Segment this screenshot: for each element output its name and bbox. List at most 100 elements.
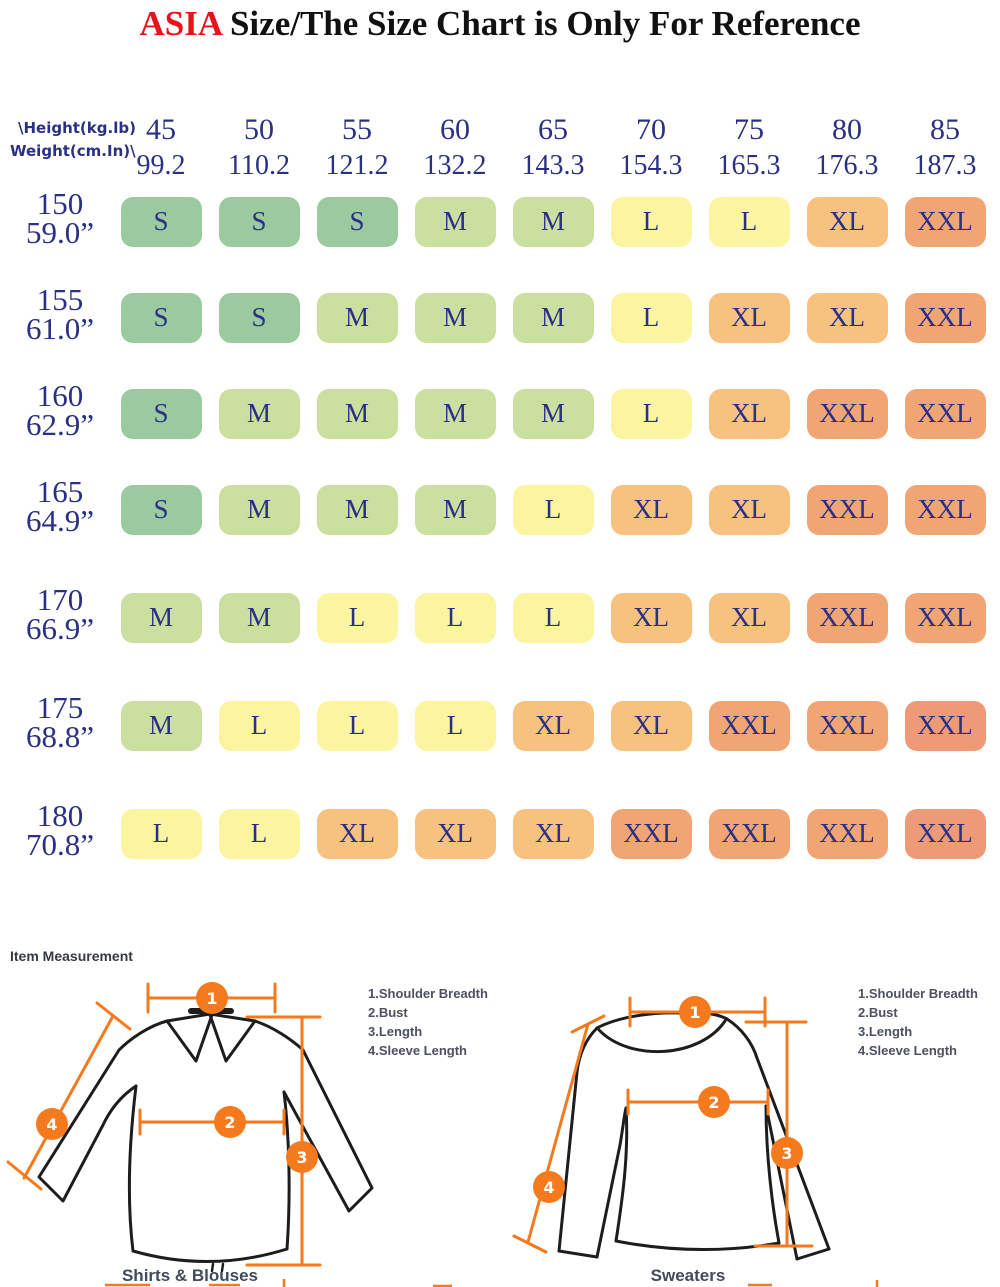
shirt-marker-3: 3 (286, 1141, 318, 1173)
size-cell: XXL (904, 484, 986, 535)
size-cell-wrap: S (210, 292, 308, 343)
row-cm: 155 (36, 282, 84, 317)
size-cell-wrap: XL (798, 196, 896, 247)
size-cell: XXL (610, 808, 692, 859)
size-cell: L (512, 592, 594, 643)
size-cell: XXL (806, 808, 888, 859)
size-cell: S (218, 196, 300, 247)
table-row: 175 68.8” M L L L XL XL XXL XXL XXL (8, 692, 994, 752)
size-cell: M (316, 388, 398, 439)
size-cell-wrap: M (210, 388, 308, 439)
corner-line-height: \Height(kg.lb) (18, 119, 136, 137)
marker-number: 1 (206, 989, 217, 1008)
size-cell-wrap: XL (504, 700, 602, 751)
size-cell: M (512, 292, 594, 343)
column-kg: 80 (832, 113, 862, 146)
column-kg: 85 (930, 113, 960, 146)
row-inch: 59.0” (25, 215, 94, 250)
sweater-marker-3: 3 (771, 1137, 803, 1169)
row-inch: 70.8” (25, 827, 94, 862)
marker-number: 1 (689, 1003, 700, 1022)
sweater-marker-1: 1 (679, 996, 711, 1028)
size-cell: XL (512, 808, 594, 859)
legend-line: 2.Bust (858, 1005, 898, 1020)
size-cell-wrap: XXL (896, 592, 994, 643)
size-cell: XL (708, 484, 790, 535)
marker-number: 4 (543, 1178, 554, 1197)
size-cell: XL (708, 388, 790, 439)
size-cell-wrap: XL (700, 484, 798, 535)
size-cell: XXL (806, 388, 888, 439)
column-lb: 154.3 (619, 150, 683, 181)
shirts-label: Shirts & Blouses (122, 1266, 258, 1285)
column-kg: 65 (538, 113, 568, 146)
size-cell-wrap: XL (798, 292, 896, 343)
size-cell: L (708, 196, 790, 247)
table-row: 180 70.8” L L XL XL XL XXL XXL XXL XXL (8, 800, 994, 860)
size-cell: M (218, 592, 300, 643)
size-cell: XL (316, 808, 398, 859)
size-cell: L (316, 700, 398, 751)
row-label: 175 68.8” (8, 692, 112, 752)
measurement-heading: Item Measurement (10, 948, 133, 964)
column-header: 75 165.3 (700, 112, 798, 196)
legend-line: 3.Length (368, 1024, 423, 1039)
marker-number: 4 (46, 1115, 57, 1134)
size-cell-wrap: S (308, 196, 406, 247)
size-cell-wrap: M (504, 292, 602, 343)
column-header: 55 121.2 (308, 112, 406, 196)
size-cell: M (218, 484, 300, 535)
size-cell-wrap: XL (700, 292, 798, 343)
size-cell: M (120, 700, 202, 751)
sweaters-label: Sweaters (651, 1266, 726, 1285)
row-cm: 180 (36, 798, 84, 833)
size-cell-wrap: XL (700, 592, 798, 643)
size-cell-wrap: XL (602, 484, 700, 535)
size-cell-wrap: L (602, 196, 700, 247)
size-cell-wrap: L (210, 808, 308, 859)
size-cell-wrap: M (112, 592, 210, 643)
size-cell-wrap: XXL (896, 808, 994, 859)
size-cell: L (218, 700, 300, 751)
size-cell-wrap: L (210, 700, 308, 751)
size-cell: XXL (904, 388, 986, 439)
size-cell: XL (708, 292, 790, 343)
size-cell-wrap: S (112, 388, 210, 439)
size-cell: XXL (904, 196, 986, 247)
size-cell-wrap: XXL (700, 700, 798, 751)
size-cell-wrap: M (308, 388, 406, 439)
size-cell: L (316, 592, 398, 643)
marker-number: 3 (296, 1148, 307, 1167)
size-cell-wrap: XXL (798, 592, 896, 643)
row-cm: 160 (36, 378, 84, 413)
column-header: 60 132.2 (406, 112, 504, 196)
row-inch: 61.0” (25, 311, 94, 346)
column-kg: 45 (146, 113, 176, 146)
size-cell: XL (806, 196, 888, 247)
row-label: 180 70.8” (8, 798, 112, 862)
column-lb: 165.3 (717, 150, 781, 181)
size-cell-wrap: XXL (798, 700, 896, 751)
column-kg: 55 (342, 113, 372, 146)
column-header: 70 154.3 (602, 112, 700, 196)
size-cell-wrap: M (406, 196, 504, 247)
size-cell-wrap: XXL (700, 808, 798, 859)
size-cell-wrap: XXL (602, 808, 700, 859)
size-cell-wrap: XL (504, 808, 602, 859)
size-cell-wrap: XL (602, 700, 700, 751)
size-cell-wrap: L (308, 700, 406, 751)
cutoff-decoration (105, 1279, 879, 1287)
row-inch: 66.9” (25, 611, 94, 646)
size-cell-wrap: L (406, 592, 504, 643)
size-cell: M (316, 484, 398, 535)
size-cell-wrap: XXL (896, 292, 994, 343)
column-lb: 187.3 (913, 150, 977, 181)
size-cell: XXL (806, 700, 888, 751)
title-rest: Size/The Size Chart is Only For Referenc… (221, 4, 861, 43)
row-label: 160 62.9” (8, 378, 112, 440)
legend-line: 4.Sleeve Length (858, 1043, 957, 1058)
shirt-marker-4: 4 (36, 1108, 68, 1140)
size-cell: M (316, 292, 398, 343)
size-cell-wrap: M (210, 484, 308, 535)
